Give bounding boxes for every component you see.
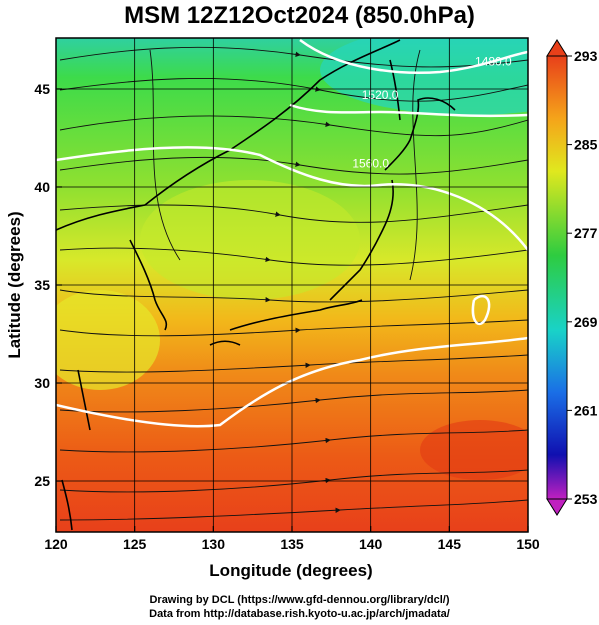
height-contours [56, 38, 528, 428]
y-tick-label: 25 [34, 473, 50, 489]
colorbar-top-cap [546, 39, 568, 57]
y-axis: 25 30 35 40 45 [34, 81, 62, 489]
contour-label: 1520.0 [362, 88, 399, 102]
map-grid [56, 38, 528, 532]
y-tick-label: 45 [34, 81, 50, 97]
wind-streamlines [59, 46, 528, 521]
colorbar-bottom-cap [546, 498, 568, 516]
x-tick-label: 130 [202, 536, 226, 552]
x-tick-label: 150 [516, 536, 540, 552]
credits-line-2: Data from http://database.rish.kyoto-u.a… [149, 608, 450, 620]
y-tick-label: 30 [34, 375, 50, 391]
colorbar-tick-label: 277 [574, 225, 598, 241]
colorbar-tick-label: 261 [574, 402, 598, 418]
colorbar-tick-label: 293 [574, 48, 598, 64]
chart-title: MSM 12Z12Oct2024 (850.0hPa) [124, 2, 475, 29]
x-axis-label: Longitude (degrees) [209, 561, 372, 580]
x-tick-label: 125 [123, 536, 147, 552]
x-tick-label: 145 [438, 536, 462, 552]
colorbar: 293 285 277 269 261 253 [546, 39, 598, 516]
contour-label: 1480.0 [475, 54, 512, 68]
colorbar-tick-label: 269 [574, 314, 598, 330]
y-tick-label: 35 [34, 277, 50, 293]
x-tick-label: 140 [359, 536, 383, 552]
x-tick-label: 120 [44, 536, 68, 552]
y-axis-label: Latitude (degrees) [5, 211, 24, 358]
x-axis: 120 125 130 135 140 145 150 [44, 526, 540, 552]
x-tick-label: 135 [280, 536, 304, 552]
credits-line-1: Drawing by DCL (https://www.gfd-dennou.o… [149, 594, 450, 606]
colorbar-tick-label: 285 [574, 137, 598, 153]
colorbar-body [546, 55, 568, 500]
colorbar-tick-label: 253 [574, 491, 598, 507]
y-tick-label: 40 [34, 179, 50, 195]
